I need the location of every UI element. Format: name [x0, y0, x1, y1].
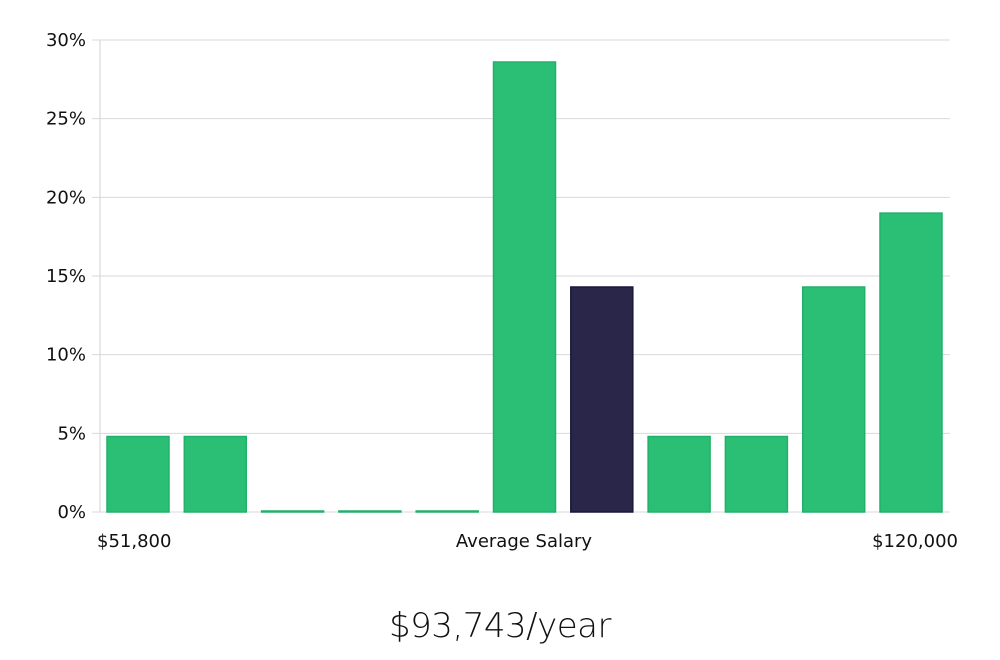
bar [879, 212, 943, 513]
bar [183, 435, 248, 513]
bar-highlight [570, 286, 634, 513]
y-tick-label: 0% [57, 502, 86, 523]
y-tick-label: 30% [46, 30, 86, 51]
bars [106, 61, 943, 513]
y-tick-label: 15% [46, 266, 86, 287]
x-axis-labels: $51,800 Average Salary $120,000 [97, 531, 958, 552]
y-tick-label: 25% [46, 109, 86, 130]
bar [492, 61, 557, 513]
bar [801, 286, 866, 513]
bar [106, 435, 170, 513]
y-tick-label: 10% [46, 345, 86, 366]
salary-histogram: 0% 5% 10% 15% 20% 25% 30% $51,800 Average Sala… [46, 30, 958, 552]
x-min-label: $51,800 [97, 531, 171, 552]
x-max-label: $120,000 [872, 531, 958, 552]
bar [338, 510, 402, 513]
bar [647, 435, 711, 513]
bar [724, 435, 789, 513]
average-salary-value: $93,743/year [389, 606, 611, 646]
x-mid-label: Average Salary [456, 531, 593, 552]
y-axis-ticks: 0% 5% 10% 15% 20% 25% 30% [46, 30, 86, 523]
y-tick-label: 20% [46, 187, 86, 208]
bar [415, 510, 479, 513]
y-tick-label: 5% [57, 423, 86, 444]
bar [260, 510, 325, 513]
